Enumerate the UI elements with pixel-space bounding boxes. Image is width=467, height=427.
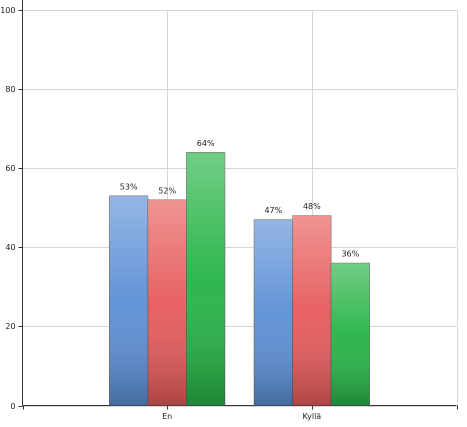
y-tick-label: 40 (5, 243, 15, 252)
value-label: 36% (341, 250, 359, 259)
value-label: 52% (158, 186, 176, 195)
x-tick-label: Kyllä (302, 412, 321, 421)
y-tick-label: 60 (5, 164, 15, 173)
bar (147, 199, 187, 406)
y-tick-label: 20 (5, 322, 15, 331)
bar (186, 152, 226, 406)
value-label: 48% (303, 202, 321, 211)
value-label: 64% (197, 139, 215, 148)
y-tick-label: 80 (5, 85, 15, 94)
y-tick-label: 100 (0, 6, 15, 15)
value-label: 53% (120, 182, 138, 191)
bar (330, 262, 370, 406)
value-label: 47% (264, 206, 282, 215)
bar (109, 195, 149, 406)
bar (253, 219, 293, 406)
x-tick-label: En (162, 412, 172, 421)
bar (292, 215, 332, 406)
y-tick-label: 0 (10, 402, 15, 411)
